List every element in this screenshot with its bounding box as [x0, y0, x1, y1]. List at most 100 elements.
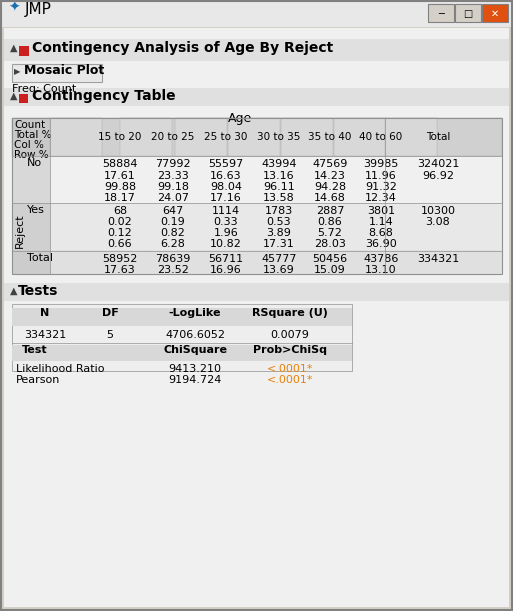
Text: 68: 68 [113, 206, 127, 216]
Text: 12.34: 12.34 [365, 193, 397, 203]
Text: 13.58: 13.58 [263, 193, 295, 203]
Text: 0.82: 0.82 [161, 228, 185, 238]
Text: 94.28: 94.28 [314, 182, 346, 192]
Bar [50, 118, 102, 156]
Bar [12, 203, 50, 251]
Bar [12, 157, 50, 203]
Text: 3.08: 3.08 [426, 217, 450, 227]
Bar [12, 250, 502, 274]
Text: 3801: 3801 [367, 206, 395, 216]
Text: 18.17: 18.17 [104, 193, 136, 203]
Text: 0.0079: 0.0079 [270, 330, 309, 340]
Bar [482, 4, 508, 22]
Text: ─: ─ [438, 9, 444, 19]
Text: Yes: Yes [27, 205, 45, 215]
Text: 0.33: 0.33 [214, 217, 239, 227]
Text: 24.07: 24.07 [157, 193, 189, 203]
Text: 1.14: 1.14 [369, 217, 393, 227]
Text: No: No [27, 158, 42, 168]
Text: <.0001*: <.0001* [267, 375, 313, 385]
Bar [12, 64, 102, 82]
Text: 0.86: 0.86 [318, 217, 342, 227]
Text: 4706.6052: 4706.6052 [165, 330, 225, 340]
Text: 10.82: 10.82 [210, 239, 242, 249]
Text: 28.03: 28.03 [314, 239, 346, 249]
Text: 2887: 2887 [315, 206, 344, 216]
Text: 1783: 1783 [265, 206, 293, 216]
Text: 58884: 58884 [102, 159, 138, 169]
Text: Freq: Count: Freq: Count [12, 84, 76, 94]
Text: 55597: 55597 [208, 159, 244, 169]
Text: 1.96: 1.96 [213, 228, 239, 238]
Text: Prob>ChiSq: Prob>ChiSq [253, 345, 327, 355]
Bar [281, 118, 333, 156]
Text: 13.69: 13.69 [263, 265, 295, 275]
Text: ✕: ✕ [491, 9, 499, 19]
Text: JMP: JMP [25, 2, 52, 17]
Text: 23.52: 23.52 [157, 265, 189, 275]
Text: Contingency Table: Contingency Table [32, 89, 175, 103]
Bar [334, 118, 386, 156]
Bar [455, 4, 481, 22]
Text: 96.92: 96.92 [422, 171, 454, 181]
Text: 77992: 77992 [155, 159, 191, 169]
Text: <.0001*: <.0001* [267, 364, 313, 374]
Text: ▶: ▶ [14, 67, 21, 76]
Text: 0.02: 0.02 [108, 217, 132, 227]
Text: 5: 5 [107, 330, 113, 340]
Text: □: □ [463, 9, 472, 19]
Bar [428, 4, 454, 22]
Text: 35 to 40: 35 to 40 [308, 132, 352, 142]
Bar [385, 118, 437, 156]
Text: 334321: 334321 [417, 254, 459, 264]
Text: 15 to 20: 15 to 20 [98, 132, 142, 142]
Text: Total: Total [426, 132, 450, 142]
Text: 17.16: 17.16 [210, 193, 242, 203]
Text: 1114: 1114 [212, 206, 240, 216]
Text: 45777: 45777 [261, 254, 297, 264]
Text: 20 to 25: 20 to 25 [151, 132, 195, 142]
Text: Pearson: Pearson [16, 375, 61, 385]
Text: 0.19: 0.19 [161, 217, 185, 227]
Text: 16.96: 16.96 [210, 265, 242, 275]
Text: 23.33: 23.33 [157, 171, 189, 181]
Bar [12, 203, 502, 251]
Bar [4, 283, 509, 301]
Bar [12, 308, 352, 326]
Text: 5.72: 5.72 [318, 228, 343, 238]
Text: 98.04: 98.04 [210, 182, 242, 192]
Text: 56711: 56711 [208, 254, 244, 264]
Text: ▲: ▲ [10, 286, 17, 296]
Text: 0.53: 0.53 [267, 217, 291, 227]
Bar [12, 118, 50, 156]
Text: Reject: Reject [15, 214, 25, 248]
Text: Col %: Col % [14, 140, 44, 150]
Text: 36.90: 36.90 [365, 239, 397, 249]
Bar [4, 88, 509, 106]
Text: 17.61: 17.61 [104, 171, 136, 181]
Text: 0.66: 0.66 [108, 239, 132, 249]
Text: -LogLike: -LogLike [169, 308, 221, 318]
Bar [12, 345, 352, 361]
Text: Count: Count [14, 120, 45, 130]
Text: 30 to 35: 30 to 35 [258, 132, 301, 142]
Text: 13.10: 13.10 [365, 265, 397, 275]
Bar [4, 39, 509, 61]
Text: 17.63: 17.63 [104, 265, 136, 275]
Text: 334321: 334321 [24, 330, 66, 340]
Text: Contingency Analysis of Age By Reject: Contingency Analysis of Age By Reject [32, 41, 333, 55]
Text: 47569: 47569 [312, 159, 348, 169]
Bar [19, 94, 28, 103]
Text: Mosaic Plot: Mosaic Plot [24, 65, 104, 78]
Text: 91.32: 91.32 [365, 182, 397, 192]
Text: 13.16: 13.16 [263, 171, 295, 181]
Text: 15.09: 15.09 [314, 265, 346, 275]
Text: Age: Age [228, 112, 252, 125]
Text: 9194.724: 9194.724 [168, 375, 222, 385]
Bar [12, 118, 502, 274]
Text: 11.96: 11.96 [365, 171, 397, 181]
Text: Likelihood Ratio: Likelihood Ratio [16, 364, 105, 374]
Bar [120, 118, 172, 156]
Text: 17.31: 17.31 [263, 239, 295, 249]
Text: ✦: ✦ [8, 1, 19, 15]
